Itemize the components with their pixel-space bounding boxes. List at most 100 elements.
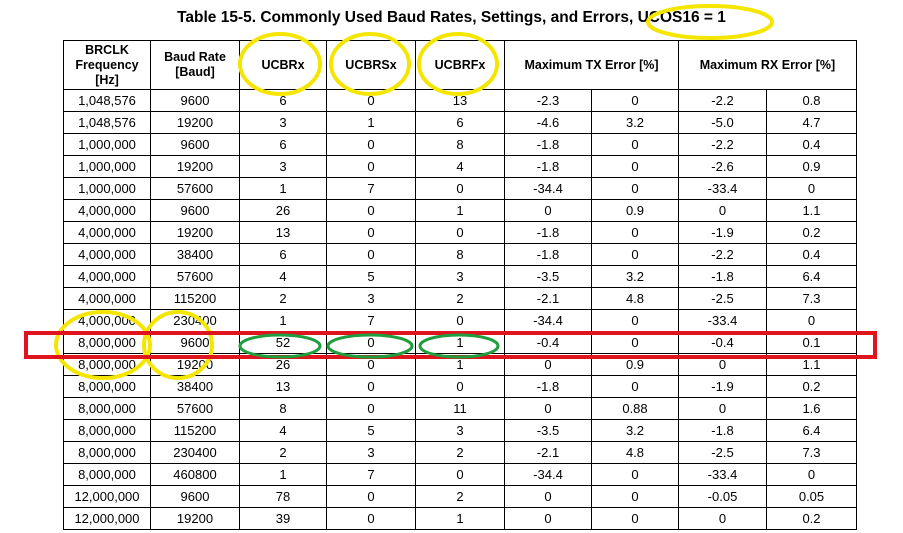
cell-ucbrsx: 0 xyxy=(326,397,416,420)
cell-ucbrx: 78 xyxy=(239,485,327,508)
cell-rx-error-neg: -1.8 xyxy=(678,419,767,442)
cell-tx-error-pos: 0 xyxy=(591,221,679,244)
table-row: 4,000,000 9600 26 0 1 0 0.9 0 1.1 xyxy=(63,199,857,222)
cell-brclk: 4,000,000 xyxy=(63,265,151,288)
cell-tx-error-pos: 0 xyxy=(591,89,679,112)
cell-tx-error-neg: -1.8 xyxy=(504,243,592,266)
cell-ucbrx: 6 xyxy=(239,133,327,156)
cell-ucbrx: 3 xyxy=(239,111,327,134)
cell-baud: 9600 xyxy=(150,199,240,222)
cell-tx-error-pos: 0 xyxy=(591,463,679,486)
cell-ucbrsx: 1 xyxy=(326,111,416,134)
cell-ucbrx: 2 xyxy=(239,287,327,310)
cell-rx-error-pos: 0 xyxy=(766,463,857,486)
cell-ucbrsx: 0 xyxy=(326,375,416,398)
cell-tx-error-neg: -3.5 xyxy=(504,265,592,288)
cell-rx-error-neg: 0 xyxy=(678,353,767,376)
cell-brclk: 8,000,000 xyxy=(63,463,151,486)
cell-rx-error-neg: -0.05 xyxy=(678,485,767,508)
cell-tx-error-neg: -34.4 xyxy=(504,463,592,486)
cell-rx-error-neg: -2.5 xyxy=(678,287,767,310)
cell-baud: 9600 xyxy=(150,485,240,508)
cell-ucbrsx: 0 xyxy=(326,155,416,178)
cell-tx-error-neg: 0 xyxy=(504,507,592,530)
header-row: BRCLK Frequency [Hz] Baud Rate [Baud] UC… xyxy=(63,40,857,90)
cell-rx-error-neg: -33.4 xyxy=(678,463,767,486)
cell-ucbrfx: 1 xyxy=(415,507,505,530)
cell-tx-error-pos: 4.8 xyxy=(591,441,679,464)
cell-ucbrx: 2 xyxy=(239,441,327,464)
cell-ucbrfx: 8 xyxy=(415,133,505,156)
table-row: 1,048,576 19200 3 1 6 -4.6 3.2 -5.0 4.7 xyxy=(63,111,857,134)
cell-tx-error-neg: -1.8 xyxy=(504,221,592,244)
cell-tx-error-neg: -2.3 xyxy=(504,89,592,112)
table-row: 4,000,000 230400 1 7 0 -34.4 0 -33.4 0 xyxy=(63,309,857,332)
cell-ucbrfx: 0 xyxy=(415,309,505,332)
table-row: 8,000,000 460800 1 7 0 -34.4 0 -33.4 0 xyxy=(63,463,857,486)
table-row: 1,000,000 19200 3 0 4 -1.8 0 -2.6 0.9 xyxy=(63,155,857,178)
cell-tx-error-pos: 3.2 xyxy=(591,419,679,442)
cell-brclk: 12,000,000 xyxy=(63,507,151,530)
table-row: 8,000,000 230400 2 3 2 -2.1 4.8 -2.5 7.3 xyxy=(63,441,857,464)
cell-ucbrsx: 0 xyxy=(326,221,416,244)
cell-rx-error-pos: 0.1 xyxy=(766,331,857,354)
cell-ucbrfx: 2 xyxy=(415,485,505,508)
cell-ucbrsx: 7 xyxy=(326,463,416,486)
cell-baud: 460800 xyxy=(150,463,240,486)
cell-brclk: 4,000,000 xyxy=(63,221,151,244)
cell-rx-error-neg: -2.2 xyxy=(678,89,767,112)
cell-tx-error-neg: -1.8 xyxy=(504,155,592,178)
cell-rx-error-pos: 6.4 xyxy=(766,265,857,288)
cell-brclk: 1,048,576 xyxy=(63,111,151,134)
cell-tx-error-pos: 0 xyxy=(591,133,679,156)
cell-baud: 57600 xyxy=(150,397,240,420)
cell-ucbrx: 1 xyxy=(239,177,327,200)
cell-ucbrx: 8 xyxy=(239,397,327,420)
cell-tx-error-neg: 0 xyxy=(504,199,592,222)
cell-baud: 9600 xyxy=(150,133,240,156)
cell-rx-error-neg: -2.2 xyxy=(678,243,767,266)
baud-rate-table: BRCLK Frequency [Hz] Baud Rate [Baud] UC… xyxy=(63,40,857,530)
cell-rx-error-pos: 1.1 xyxy=(766,199,857,222)
cell-ucbrsx: 0 xyxy=(326,243,416,266)
cell-ucbrx: 13 xyxy=(239,221,327,244)
cell-ucbrx: 4 xyxy=(239,265,327,288)
cell-brclk: 8,000,000 xyxy=(63,353,151,376)
cell-tx-error-neg: -34.4 xyxy=(504,309,592,332)
table-row: 1,048,576 9600 6 0 13 -2.3 0 -2.2 0.8 xyxy=(63,89,857,112)
cell-rx-error-pos: 0.4 xyxy=(766,243,857,266)
cell-baud: 19200 xyxy=(150,221,240,244)
table-row: 8,000,000 19200 26 0 1 0 0.9 0 1.1 xyxy=(63,353,857,376)
cell-ucbrsx: 3 xyxy=(326,287,416,310)
cell-brclk: 1,000,000 xyxy=(63,177,151,200)
cell-tx-error-neg: -3.5 xyxy=(504,419,592,442)
cell-ucbrx: 26 xyxy=(239,199,327,222)
cell-ucbrx: 1 xyxy=(239,309,327,332)
cell-rx-error-pos: 7.3 xyxy=(766,441,857,464)
cell-baud: 19200 xyxy=(150,155,240,178)
cell-rx-error-neg: 0 xyxy=(678,397,767,420)
cell-tx-error-pos: 0 xyxy=(591,507,679,530)
cell-tx-error-neg: 0 xyxy=(504,397,592,420)
cell-brclk: 12,000,000 xyxy=(63,485,151,508)
cell-ucbrx: 39 xyxy=(239,507,327,530)
cell-tx-error-neg: -1.8 xyxy=(504,375,592,398)
cell-rx-error-neg: -33.4 xyxy=(678,309,767,332)
cell-ucbrfx: 3 xyxy=(415,265,505,288)
cell-rx-error-pos: 1.6 xyxy=(766,397,857,420)
cell-tx-error-neg: -0.4 xyxy=(504,331,592,354)
cell-ucbrx: 13 xyxy=(239,375,327,398)
cell-brclk: 8,000,000 xyxy=(63,419,151,442)
cell-ucbrx: 1 xyxy=(239,463,327,486)
cell-brclk: 1,000,000 xyxy=(63,133,151,156)
cell-brclk: 8,000,000 xyxy=(63,331,151,354)
cell-tx-error-pos: 0 xyxy=(591,155,679,178)
cell-tx-error-neg: 0 xyxy=(504,485,592,508)
cell-tx-error-neg: -2.1 xyxy=(504,441,592,464)
table-title: Table 15-5. Commonly Used Baud Rates, Se… xyxy=(177,9,726,26)
cell-ucbrsx: 0 xyxy=(326,331,416,354)
cell-rx-error-pos: 0 xyxy=(766,309,857,332)
cell-ucbrsx: 0 xyxy=(326,353,416,376)
cell-ucbrx: 26 xyxy=(239,353,327,376)
table-row: 4,000,000 19200 13 0 0 -1.8 0 -1.9 0.2 xyxy=(63,221,857,244)
